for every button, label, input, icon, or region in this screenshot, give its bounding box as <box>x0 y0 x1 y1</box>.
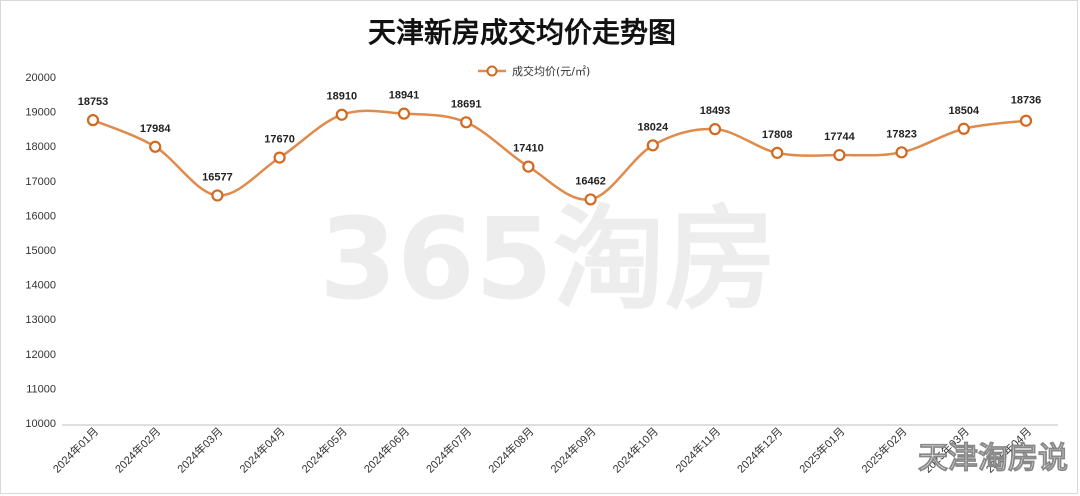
x-tick-label: 2024年06月 <box>361 424 412 475</box>
y-tick-label: 16000 <box>25 210 56 222</box>
data-label: 18504 <box>949 105 980 117</box>
x-tick-label: 2024年12月 <box>734 424 785 475</box>
data-point <box>397 107 411 120</box>
data-label: 18024 <box>638 121 669 133</box>
x-tick-label: 2025年02月 <box>858 424 909 475</box>
data-label: 18753 <box>78 96 109 108</box>
data-point <box>460 116 473 129</box>
x-tick-label: 2024年07月 <box>423 424 474 475</box>
data-label: 18691 <box>451 98 482 110</box>
x-tick-label: 2024年08月 <box>485 424 536 475</box>
data-label-highlight: 18736 <box>1011 95 1042 107</box>
x-tick-label: 2025年01月 <box>796 424 847 475</box>
y-tick-label: 20000 <box>25 72 56 84</box>
data-point <box>1019 114 1033 127</box>
y-tick-label: 14000 <box>25 280 56 292</box>
data-label: 18910 <box>327 91 358 103</box>
data-point <box>86 114 100 127</box>
series-layer <box>86 107 1033 206</box>
legend: 成交均价(元/㎡) <box>478 64 590 78</box>
data-point <box>771 146 784 159</box>
data-label: 17984 <box>140 123 171 135</box>
data-point <box>273 151 286 164</box>
data-labels-layer: 18753 17984 16577 17670 18910 18941 18691 17410… <box>78 90 1042 188</box>
y-tick-label: 17000 <box>25 176 56 188</box>
data-label: 16462 <box>575 175 606 187</box>
y-tick-label: 18000 <box>25 141 56 153</box>
x-tick-label: 2024年05月 <box>299 424 350 475</box>
y-tick-label: 11000 <box>26 383 56 395</box>
watermark-corner-text: 天津淘房说 <box>918 441 1068 476</box>
y-tick-label: 15000 <box>25 245 56 257</box>
data-label: 18493 <box>700 105 731 117</box>
y-tick-label: 12000 <box>25 349 56 361</box>
x-tick-label: 2024年01月 <box>50 424 101 475</box>
legend-label: 成交均价(元/㎡) <box>512 64 590 78</box>
data-label: 17823 <box>886 128 917 140</box>
data-point <box>646 139 659 152</box>
watermark-logo: 365淘房 <box>319 195 777 325</box>
data-point <box>957 122 970 135</box>
x-tick-label: 2024年02月 <box>112 424 163 475</box>
data-label: 17744 <box>824 131 855 143</box>
x-tick-label: 2024年11月 <box>672 424 723 475</box>
data-label: 17808 <box>762 129 793 141</box>
data-point <box>211 189 224 202</box>
y-tick-label: 10000 <box>25 418 56 430</box>
x-tick-label: 2024年03月 <box>174 424 225 475</box>
data-point <box>708 123 722 136</box>
data-label: 16577 <box>202 171 233 183</box>
y-tick-label: 19000 <box>25 107 56 119</box>
x-tick-label: 2024年09月 <box>547 424 598 475</box>
x-tick-label: 2024年04月 <box>236 424 287 475</box>
legend-marker-swatch <box>486 65 498 77</box>
data-point <box>584 193 597 206</box>
data-label: 17670 <box>264 134 295 146</box>
chart-title: 天津新房成交均价走势图 <box>368 16 676 49</box>
x-axis: 2024年01月 2024年02月 2024年03月 2024年04月 2024年05月… <box>50 424 1058 476</box>
data-point <box>335 108 348 121</box>
x-tick-label: 2024年10月 <box>610 424 661 475</box>
data-point <box>895 146 908 159</box>
data-point <box>833 148 846 162</box>
data-label: 18941 <box>389 90 420 102</box>
y-axis: 10000 11000 12000 13000 14000 15000 16000 17000… <box>25 72 56 430</box>
data-label: 17410 <box>513 143 544 155</box>
data-point <box>149 140 162 153</box>
y-tick-label: 13000 <box>25 314 56 326</box>
data-point <box>522 160 535 173</box>
series-line <box>92 109 1027 201</box>
